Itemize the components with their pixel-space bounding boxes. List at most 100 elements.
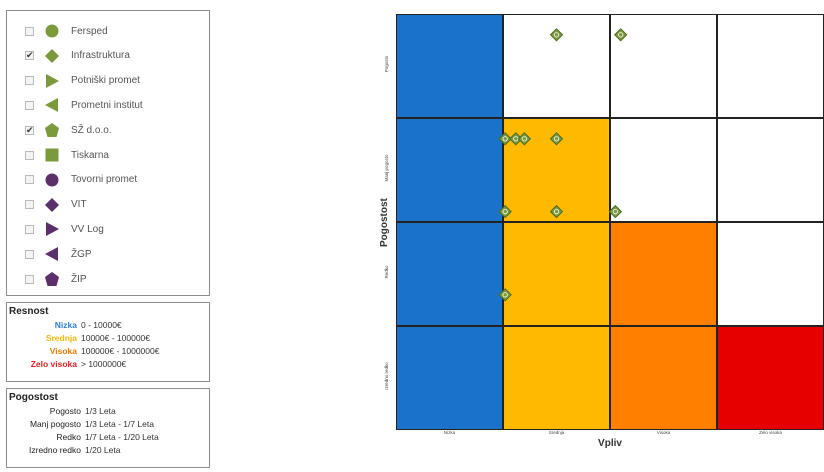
filter-item[interactable]: Potniški promet: [7, 71, 207, 91]
pentagon-icon: [43, 270, 61, 288]
frequency-range: 1/20 Leta: [85, 445, 121, 455]
filter-label: VV Log: [71, 223, 104, 235]
filter-item[interactable]: VIT: [7, 195, 207, 215]
frequency-key: Manj pogosto: [29, 419, 81, 429]
y-tick-label: Manj pogosto: [384, 154, 389, 182]
matrix-cell: [717, 326, 824, 430]
square-icon: [43, 146, 61, 164]
filter-checkbox[interactable]: [25, 76, 34, 86]
severity-key: Visoka: [49, 346, 77, 356]
frequency-row: Izredno redko 1/20 Leta: [7, 445, 207, 457]
filter-checkbox[interactable]: [25, 100, 34, 110]
filter-label: ŽGP: [71, 248, 92, 260]
y-tick-label: Redko: [384, 265, 389, 279]
matrix-cell: [396, 326, 503, 430]
risk-point-marker[interactable]: [549, 28, 564, 42]
frequency-key: Redko: [56, 432, 81, 442]
risk-point-marker[interactable]: [498, 204, 512, 219]
frequency-row: Manj pogosto 1/3 Leta - 1/7 Leta: [7, 419, 207, 431]
filter-item[interactable]: ŽIP: [7, 269, 207, 289]
y-tick-label: Pogosto: [384, 55, 389, 73]
severity-legend-title: Resnost: [9, 306, 49, 317]
severity-row: Srednja 10000€ - 100000€: [7, 333, 207, 345]
filter-label: ŽIP: [71, 273, 87, 285]
matrix-cell: [610, 326, 717, 430]
filter-item[interactable]: Fersped: [7, 21, 207, 41]
frequency-row: Redko 1/7 Leta - 1/20 Leta: [7, 432, 207, 444]
filter-checkbox[interactable]: [25, 26, 34, 36]
circle-icon: [43, 171, 61, 189]
risk-point-marker[interactable]: [613, 28, 628, 42]
severity-row: Visoka 100000€ - 1000000€: [7, 346, 207, 358]
severity-key: Zelo visoka: [30, 359, 77, 369]
risk-point-marker[interactable]: [549, 132, 564, 146]
frequency-legend: Pogostost Pogosto 1/3 Leta Manj pogosto …: [6, 388, 210, 468]
severity-range: 0 - 10000€: [81, 320, 122, 330]
pentagon-icon: [43, 121, 61, 139]
triangle-left-icon: [43, 96, 61, 114]
filter-item[interactable]: Tovorni promet: [7, 170, 207, 190]
triangle-left-icon: [43, 245, 61, 263]
filter-checkbox[interactable]: [25, 150, 34, 160]
diamond-icon: [43, 196, 61, 214]
risk-point-marker[interactable]: [509, 132, 523, 146]
severity-legend: Resnost Nizka 0 - 10000€ Srednja 10000€ …: [6, 302, 210, 382]
filter-item[interactable]: VV Log: [7, 219, 207, 239]
filter-checkbox[interactable]: ✔: [25, 50, 34, 61]
severity-range: 100000€ - 1000000€: [81, 346, 160, 356]
filter-label: SŽ d.o.o.: [71, 124, 112, 136]
severity-range: 10000€ - 100000€: [81, 333, 151, 343]
triangle-right-icon: [43, 220, 61, 238]
filter-item[interactable]: Tiskarna: [7, 145, 207, 165]
severity-range: > 1000000€: [81, 359, 127, 369]
matrix-cell: [396, 118, 503, 222]
severity-row: Nizka 0 - 10000€: [7, 320, 207, 332]
frequency-range: 1/3 Leta: [85, 406, 116, 416]
filter-label: Tiskarna: [71, 149, 109, 161]
x-axis-title: Vpliv: [598, 438, 622, 449]
severity-key: Srednja: [45, 333, 77, 343]
filter-item[interactable]: Prometni institut: [7, 95, 207, 115]
triangle-right-icon: [43, 72, 61, 90]
matrix-cell: [717, 14, 824, 118]
diamond-icon: [43, 47, 61, 65]
risk-point-marker[interactable]: [608, 204, 623, 219]
risk-point-marker[interactable]: [517, 132, 532, 146]
filter-label: Fersped: [71, 25, 108, 37]
x-tick-label: Nizka: [443, 430, 456, 435]
filter-checkbox[interactable]: [25, 224, 34, 234]
matrix-cell: [396, 14, 503, 118]
matrix-cell: [610, 14, 717, 118]
filter-checkbox[interactable]: [25, 249, 34, 259]
risk-point-marker[interactable]: [498, 288, 512, 302]
filter-label: Infrastruktura: [71, 50, 130, 62]
filter-checkbox[interactable]: [25, 200, 34, 210]
matrix-cell: [610, 222, 717, 326]
filter-label: Prometni institut: [71, 99, 143, 111]
filter-checkbox[interactable]: [25, 175, 34, 185]
filter-panel: Fersped ✔ Infrastruktura Potniški promet Pro…: [6, 10, 210, 296]
risk-point-marker[interactable]: [498, 132, 512, 146]
filter-label: VIT: [71, 199, 87, 211]
filter-item[interactable]: ✔ SŽ d.o.o.: [7, 120, 207, 140]
frequency-legend-title: Pogostost: [9, 392, 58, 403]
x-tick-label: Srednja: [548, 430, 565, 435]
matrix-cell: [503, 222, 610, 326]
matrix-cell: [717, 222, 824, 326]
filter-checkbox[interactable]: ✔: [25, 124, 34, 135]
matrix-cell: [396, 222, 503, 326]
matrix-cell: [503, 326, 610, 430]
risk-point-marker[interactable]: [549, 204, 564, 219]
filter-checkbox[interactable]: [25, 274, 34, 284]
filter-label: Potniški promet: [71, 75, 140, 87]
filter-item[interactable]: ✔ Infrastruktura: [7, 46, 207, 66]
x-tick-label: Visoka: [656, 430, 671, 435]
risk-matrix: [396, 14, 824, 430]
matrix-cell: [610, 118, 717, 222]
matrix-cell: [717, 118, 824, 222]
frequency-key: Izredno redko: [29, 445, 81, 455]
filter-item[interactable]: ŽGP: [7, 244, 207, 264]
filter-label: Tovorni promet: [71, 174, 138, 186]
severity-row: Zelo visoka > 1000000€: [7, 359, 207, 371]
